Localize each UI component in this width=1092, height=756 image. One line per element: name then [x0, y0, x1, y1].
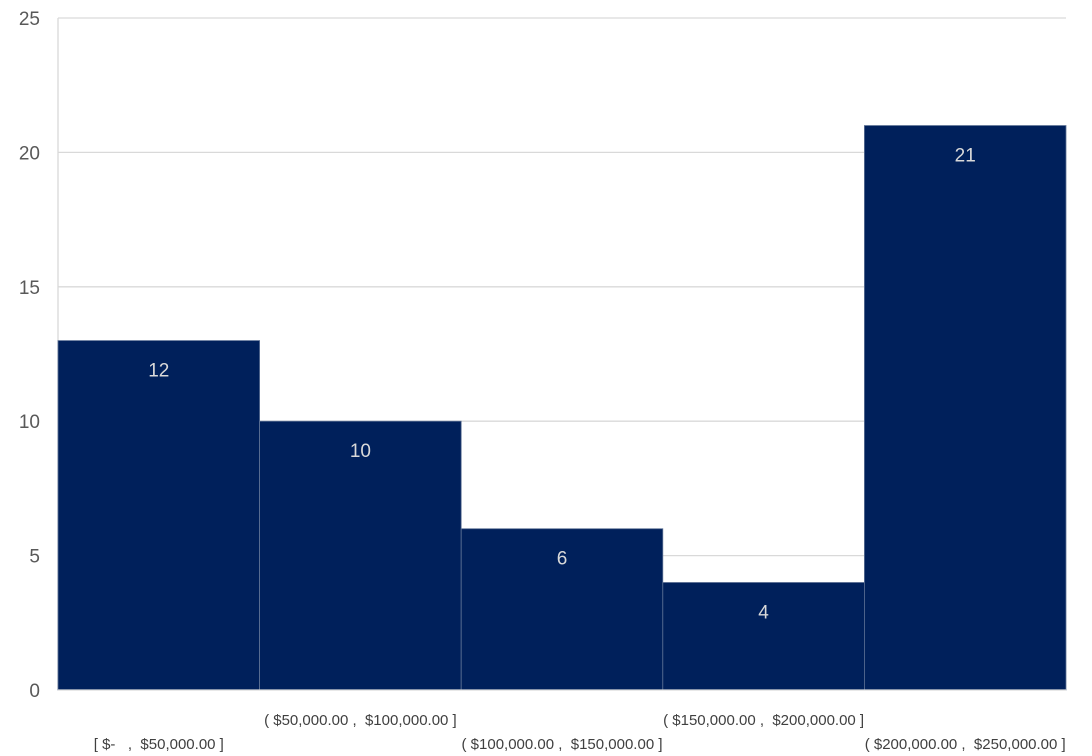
- y-tick-label: 0: [29, 681, 40, 702]
- bar: [864, 125, 1067, 691]
- x-category-label: [ $- , $50,000.00 ]: [94, 736, 224, 753]
- data-label: 21: [955, 146, 976, 167]
- data-labels: 12 10 6 4 21: [148, 146, 976, 624]
- y-tick-label: 5: [29, 547, 40, 568]
- y-axis-tick-labels: 0 5 10 15 20 25: [19, 9, 40, 702]
- x-axis-category-labels: [ $- , $50,000.00 ] ( $50,000.00 , $100,0…: [94, 712, 1066, 753]
- data-label: 12: [148, 361, 169, 382]
- bar: [662, 582, 865, 691]
- bar: [259, 420, 462, 691]
- y-tick-label: 10: [19, 412, 40, 433]
- y-tick-label: 15: [19, 278, 40, 299]
- data-label: 10: [350, 441, 371, 462]
- data-label: 4: [758, 602, 769, 623]
- data-label: 6: [557, 549, 568, 570]
- y-tick-label: 20: [19, 143, 40, 164]
- x-category-label: ( $50,000.00 , $100,000.00 ]: [264, 712, 457, 729]
- bar: [57, 340, 261, 691]
- x-category-label: ( $200,000.00 , $250,000.00 ]: [865, 736, 1066, 753]
- bars: [57, 125, 1067, 691]
- x-category-label: ( $150,000.00 , $200,000.00 ]: [663, 712, 864, 729]
- x-category-label: ( $100,000.00 , $150,000.00 ]: [462, 736, 663, 753]
- y-tick-label: 25: [19, 9, 40, 30]
